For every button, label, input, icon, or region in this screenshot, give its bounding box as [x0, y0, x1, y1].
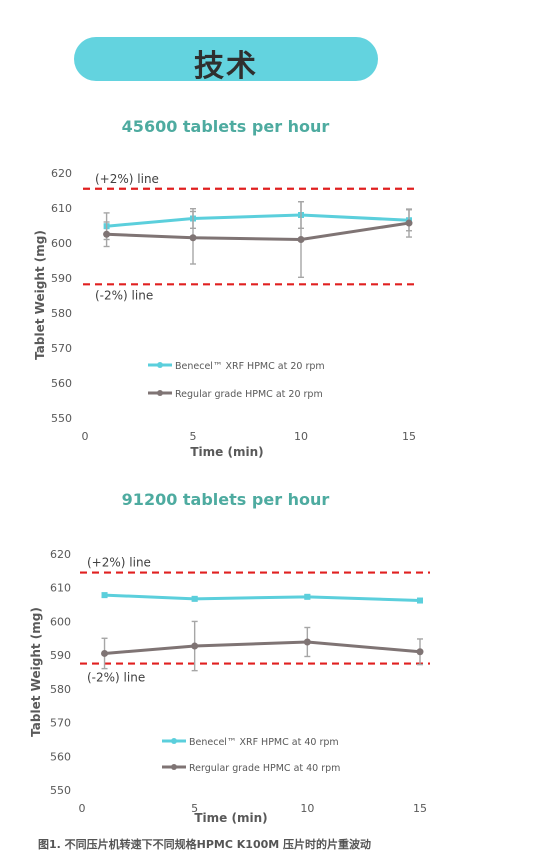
chart-1-legend-marker [157, 362, 163, 368]
chart-2-title: 91200 tablets per hour [121, 490, 330, 509]
chart-2-x-tick-label: 5 [191, 802, 198, 815]
chart-1-series-line [106, 213, 410, 228]
chart-2-data-point [191, 642, 199, 650]
chart-1-legend-label: Regular grade HPMC at 20 rpm [175, 389, 323, 400]
chart-2-x-tick-label: 0 [79, 802, 86, 815]
section-header-title: 技术 [194, 49, 258, 84]
chart-1-y-tick-label: 550 [51, 412, 72, 425]
chart-1-x-tick-label: 0 [82, 430, 89, 443]
chart-2-series-line [104, 640, 421, 655]
chart-1-x-axis-label: Time (min) [190, 445, 263, 459]
chart-1-reference-line-label: (+2%) line [95, 172, 159, 186]
chart-1-y-tick-label: 610 [51, 202, 72, 215]
chart-1-x-tick-label: 10 [294, 430, 308, 443]
figure-caption: 图1. 不同压片机转速下不同规格HPMC K100M 压片时的片重波动 [38, 838, 372, 851]
chart-1-data-point [103, 230, 111, 238]
chart-2-legend-marker [171, 738, 177, 744]
chart-1-data-point [189, 234, 197, 242]
chart-1-data-point [405, 219, 413, 227]
chart-2-legend-label: Rergular grade HPMC at 40 rpm [189, 763, 340, 774]
chart-1-y-tick-label: 620 [51, 167, 72, 180]
section-header-pill: 技术 [74, 37, 378, 84]
chart-2-y-axis-label: Tablet Weight (mg) [29, 607, 43, 737]
chart-1-data-point [297, 236, 305, 243]
chart-1-y-tick-label: 600 [51, 237, 72, 250]
chart-2-y-tick-label: 570 [50, 717, 71, 730]
chart-2-data-point [303, 638, 311, 646]
chart-2-y-tick-label: 560 [50, 750, 71, 763]
chart-1-y-tick-label: 580 [51, 307, 72, 320]
chart-1: 550 560 570 580 590 600 610 620 0 5 10 15 Time (min)… [33, 167, 419, 459]
chart-2-data-point [101, 592, 108, 599]
chart-1-series-line [106, 221, 410, 242]
chart-2-y-tick-label: 610 [50, 582, 71, 595]
chart-1-y-tick-label: 570 [51, 342, 72, 355]
chart-1-y-tick-label: 560 [51, 377, 72, 390]
chart-2-data-point [101, 649, 109, 657]
chart-2-y-tick-label: 550 [50, 784, 71, 797]
chart-2-x-tick-label: 15 [413, 802, 427, 815]
chart-2-x-axis-label: Time (min) [194, 811, 267, 825]
chart-1-title: 45600 tablets per hour [121, 117, 330, 136]
chart-2-y-tick-label: 580 [50, 683, 71, 696]
chart-2-y-tick-label: 620 [50, 548, 71, 561]
chart-1-reference-line-label: (-2%) line [95, 288, 153, 302]
chart-2-data-point [191, 595, 198, 602]
chart-2-legend-marker [171, 764, 177, 770]
chart-1-y-axis-label: Tablet Weight (mg) [33, 230, 47, 360]
chart-2-data-point [417, 597, 423, 604]
chart-2-data-point [304, 593, 311, 600]
chart-2-y-tick-label: 600 [50, 615, 71, 628]
chart-2-reference-line-label: (+2%) line [87, 556, 151, 570]
chart-1-legend-marker [157, 390, 163, 396]
chart-1-x-tick-label: 15 [402, 430, 416, 443]
chart-1-legend-label: Benecel™ XRF HPMC at 20 rpm [175, 361, 325, 372]
chart-2-x-tick-label: 10 [300, 802, 314, 815]
chart-2-legend-label: Benecel™ XRF HPMC at 40 rpm [189, 737, 339, 748]
chart-2: 550 560 570 580 590 600 610 620 0 5 10 15 Time (min)… [29, 548, 430, 825]
chart-2-data-point [416, 648, 424, 656]
chart-1-y-tick-label: 590 [51, 272, 72, 285]
chart-2-reference-line-label: (-2%) line [87, 671, 145, 685]
chart-2-series-line [104, 593, 421, 603]
chart-2-y-tick-label: 590 [50, 649, 71, 662]
chart-1-x-tick-label: 5 [190, 430, 197, 443]
